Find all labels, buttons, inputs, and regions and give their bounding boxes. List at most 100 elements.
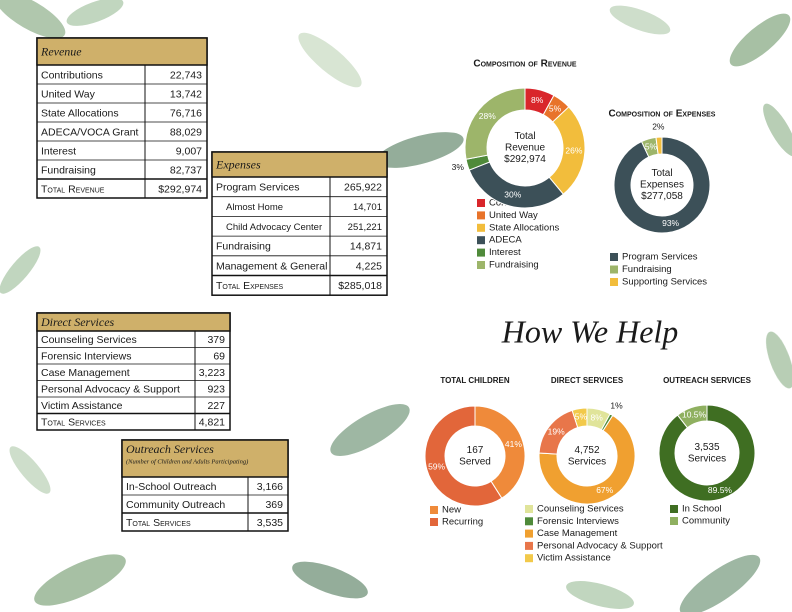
legend-label: Community xyxy=(682,516,730,527)
row-value: 3,166 xyxy=(257,481,283,493)
center-text: Total xyxy=(514,131,535,142)
legend-label: Counseling Services xyxy=(537,504,624,515)
table-header xyxy=(121,439,289,478)
donut-segment xyxy=(464,87,526,160)
chart-title: DIRECT SERVICES xyxy=(551,376,624,385)
legend-swatch xyxy=(477,248,485,257)
legend-label: Fundraising xyxy=(489,260,539,271)
center-text: $292,974 xyxy=(504,154,546,165)
row-value: 227 xyxy=(207,400,225,412)
legend-swatch xyxy=(525,517,533,526)
legend-swatch xyxy=(525,505,533,513)
center-text: 3,535 xyxy=(694,442,719,453)
table-header xyxy=(36,312,231,332)
row-label: Child Advocacy Center xyxy=(226,222,322,233)
row-label: ADECA/VOCA Grant xyxy=(41,126,139,138)
donut-segment xyxy=(676,404,708,429)
percent-label: 5% xyxy=(575,412,588,422)
center-text: 4,752 xyxy=(574,445,599,456)
percent-label: 5% xyxy=(549,104,562,114)
total-value: $285,018 xyxy=(338,280,382,292)
center-text: Revenue xyxy=(505,143,545,154)
percent-label: 10.5% xyxy=(682,409,707,419)
legend-swatch xyxy=(477,236,485,245)
row-label: Fundraising xyxy=(41,164,96,176)
total-value: 3,535 xyxy=(257,517,283,529)
percent-label: 19% xyxy=(548,426,565,436)
row-value: 82,737 xyxy=(170,164,202,176)
row-label: Management & General xyxy=(216,260,327,272)
chart-title: Composition of Expenses xyxy=(609,109,716,120)
percent-label: 26% xyxy=(565,145,582,155)
legend-swatch xyxy=(610,253,618,261)
row-value: 923 xyxy=(207,384,225,396)
percent-label: 59% xyxy=(428,461,445,471)
center-text: Served xyxy=(459,456,491,467)
donut-segment xyxy=(655,136,663,155)
legend-label: State Allocations xyxy=(489,222,559,233)
row-value: 369 xyxy=(265,499,283,511)
center-text: Services xyxy=(688,453,726,464)
donut-segment xyxy=(538,414,636,505)
legend-label: United Way xyxy=(489,210,538,221)
table-background xyxy=(36,312,231,431)
table-title: Expenses xyxy=(215,157,261,171)
donut-segment xyxy=(613,136,711,234)
legend-label: In School xyxy=(682,504,722,515)
row-value: 4,225 xyxy=(356,260,382,272)
center-text: Services xyxy=(568,456,606,467)
legend-swatch xyxy=(430,518,438,526)
row-value: 76,716 xyxy=(170,107,202,119)
row-label: Almost Home xyxy=(226,202,283,213)
row-label: Case Management xyxy=(41,367,130,379)
percent-label: 3% xyxy=(452,162,465,172)
row-label: Fundraising xyxy=(216,241,271,253)
chart-title: OUTREACH SERVICES xyxy=(663,376,752,385)
legend-label: ADECA xyxy=(489,235,522,246)
percent-label: 8% xyxy=(531,95,544,105)
total-label: Total Expenses xyxy=(216,280,283,292)
legend-label: Supporting Services xyxy=(622,277,707,288)
percent-label: 1% xyxy=(610,400,623,410)
table-title: Direct Services xyxy=(40,315,115,329)
chart-title: TOTAL CHILDREN xyxy=(440,376,510,385)
donut-segment xyxy=(658,404,756,502)
row-value: 13,742 xyxy=(170,88,202,100)
legend-label: Personal Advocacy & Support xyxy=(537,540,663,551)
legend-label: Fundraising xyxy=(622,264,672,275)
percent-label: 89.5% xyxy=(708,485,733,495)
row-value: 14,701 xyxy=(353,202,382,213)
center-text: Total xyxy=(651,168,672,179)
center-text: $277,058 xyxy=(641,191,683,202)
row-label: Counseling Services xyxy=(41,334,137,346)
legend-swatch xyxy=(477,223,485,232)
legend-swatch xyxy=(477,199,485,207)
row-value: 88,029 xyxy=(170,126,202,138)
row-label: Forensic Interviews xyxy=(41,351,131,363)
legend-label: Victim Assistance xyxy=(537,553,611,564)
row-value: 265,922 xyxy=(344,182,382,194)
chart-title: Composition of Revenue xyxy=(473,59,577,70)
row-value: 69 xyxy=(213,351,225,363)
legend-label: New xyxy=(442,505,461,516)
total-label: Total Services xyxy=(126,517,191,529)
section-heading: How We Help xyxy=(501,313,679,349)
legend-swatch xyxy=(610,265,618,274)
legend-swatch xyxy=(430,506,438,514)
legend-swatch xyxy=(670,517,678,525)
total-value: 4,821 xyxy=(199,417,225,429)
legend-swatch xyxy=(670,505,678,513)
legend-swatch xyxy=(525,541,533,550)
row-label: State Allocations xyxy=(41,107,119,119)
legend-swatch xyxy=(610,278,618,286)
total-value: $292,974 xyxy=(158,183,202,195)
row-label: Program Services xyxy=(216,182,299,194)
percent-label: 2% xyxy=(652,121,665,131)
row-label: Contributions xyxy=(41,69,103,81)
row-value: 14,871 xyxy=(350,241,382,253)
total-label: Total Revenue xyxy=(41,183,105,195)
percent-label: 93% xyxy=(662,218,679,228)
legend-label: Program Services xyxy=(622,252,698,263)
donut-segment xyxy=(424,405,503,507)
